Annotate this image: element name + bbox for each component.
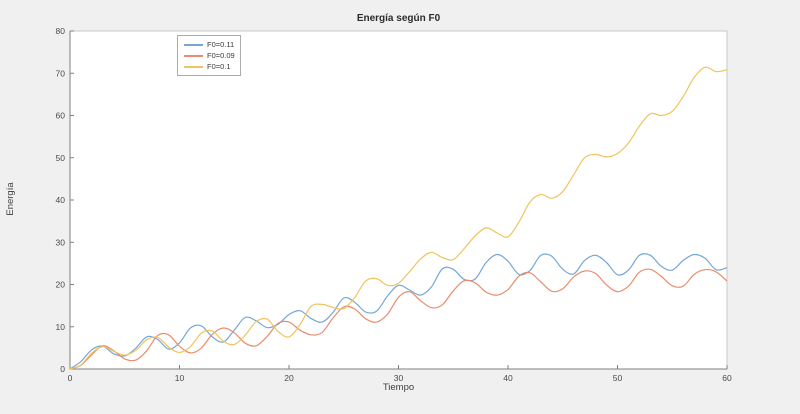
x-axis-label: Tiempo [382,382,415,393]
x-tick-label: 10 [175,373,185,383]
chart-title: Energía según F0 [356,13,441,24]
y-tick-label: 0 [60,364,65,374]
legend-label: F0=0.09 [207,51,235,60]
legend-line-sample-blue [184,43,203,46]
legend-entry: F0=0.11 [178,39,240,50]
x-tick-label: 60 [722,373,732,383]
plot-area [69,30,728,370]
series-line-F0=0.1 [69,66,728,370]
x-tick-label: 30 [394,373,404,383]
legend-box: F0=0.11 F0=0.09 F0=0.1 [177,35,241,76]
y-tick-label: 80 [56,26,66,36]
y-tick-label: 40 [56,195,66,205]
legend-label: F0=0.11 [207,40,235,49]
x-tick-label: 40 [503,373,513,383]
y-axis-label: Energía [5,182,16,216]
y-tick-label: 10 [56,322,66,332]
x-tick-label: 50 [613,373,623,383]
legend-line-sample-yellow [184,65,203,68]
x-tick-label: 0 [68,373,73,383]
series-line-F0=0.09 [69,268,728,370]
y-tick-label: 20 [56,280,66,290]
y-tick-label: 30 [56,237,66,247]
y-tick-label: 70 [56,68,66,78]
x-tick-label: 20 [284,373,294,383]
legend-label: F0=0.1 [207,62,231,71]
legend-entry: F0=0.09 [178,50,240,61]
y-tick-label: 60 [56,111,66,121]
series-line-F0=0.11 [69,253,728,370]
y-tick-label: 50 [56,153,66,163]
legend-line-sample-red [184,54,203,57]
legend-entry: F0=0.1 [178,61,240,72]
